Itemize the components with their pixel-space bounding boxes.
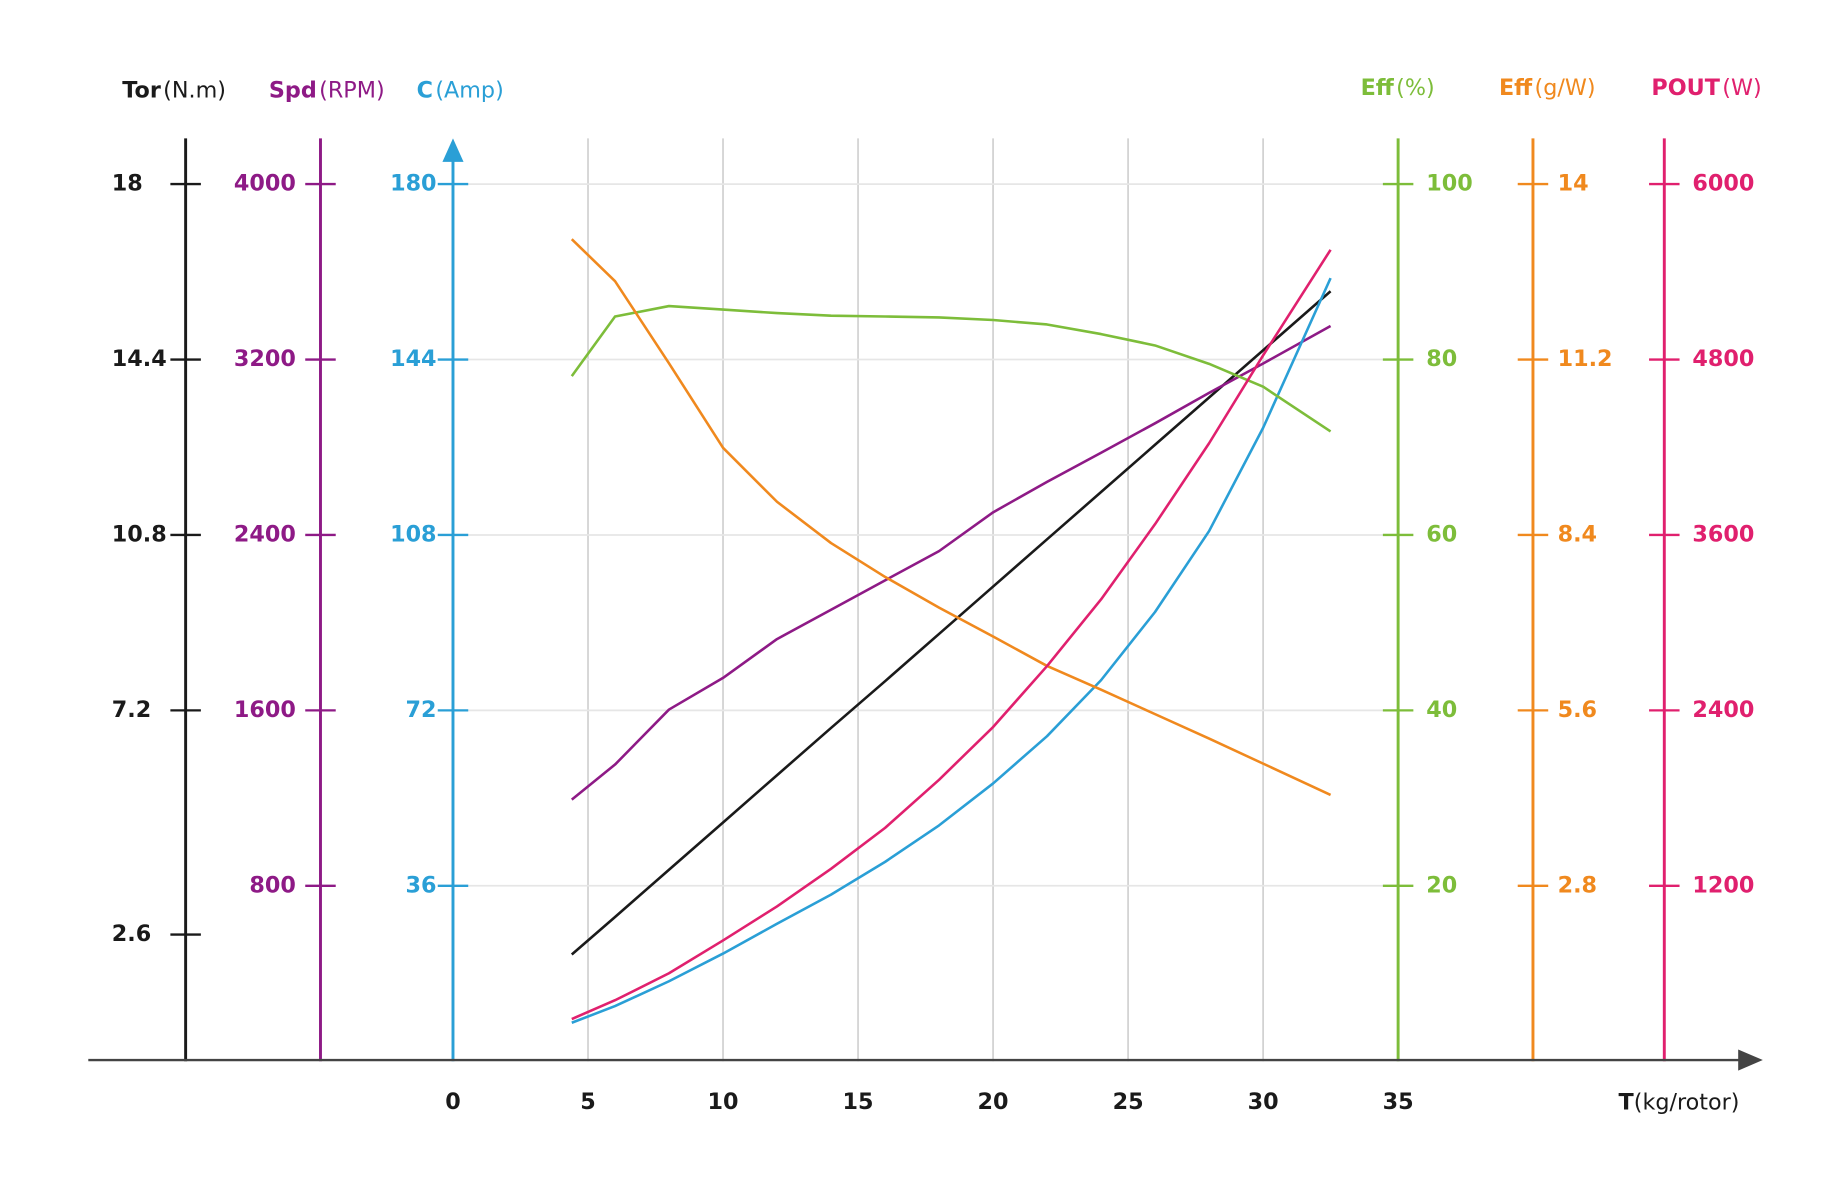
x-axis-title: T(kg/rotor) [1619,1089,1740,1115]
y-tick-label: 60 [1426,521,1457,547]
series-line [570,304,1332,433]
y-tick-label: 10.8 [112,521,167,547]
y-tick-label: 1200 [1692,872,1754,898]
y-tick-label: 8.4 [1558,521,1597,547]
x-tick-label: 5 [580,1089,596,1115]
y-tick-label: 7.2 [112,697,151,723]
series-line [570,238,1332,797]
y-tick-label: 14 [1558,171,1589,197]
y-tick-label: 2.6 [112,921,151,947]
y-tick-label: 18 [112,171,143,197]
axis-title-name: Eff [1499,74,1533,100]
axis-title-unit: (N.m) [163,77,226,103]
y-tick-label: 144 [390,346,436,372]
axis-title-unit: (g/W) [1535,74,1596,100]
y-tick-label: 11.2 [1558,346,1613,372]
y-tick-label: 5.6 [1558,697,1597,723]
axis-title-name: C [417,77,433,103]
y-tick-label: 36 [406,872,437,898]
y-tick-label: 80 [1426,346,1457,372]
y-tick-label: 1600 [234,697,296,723]
y-tick-label: 3600 [1692,521,1754,547]
y-tick-label: 14.4 [112,346,167,372]
y-tick-label: 4000 [234,171,296,197]
axis-title-unit: (W) [1722,74,1761,100]
axis-title: POUT (W) [1651,74,1761,100]
series-line [570,290,1332,956]
axis-title-name: Eff [1361,74,1395,100]
y-tick-label: 800 [249,872,295,898]
axis-title-unit: (%) [1396,74,1435,100]
series-line [571,277,1332,1024]
x-tick-label: 30 [1248,1089,1279,1115]
y-tick-label: 108 [390,521,436,547]
y-tick-label: 2.8 [1558,872,1597,898]
y-tick-label: 2400 [234,521,296,547]
axis-arrow [442,138,464,162]
x-axis-title-unit: (kg/rotor) [1634,1089,1740,1115]
x-tick-label: 35 [1383,1089,1414,1115]
y-tick-label: 72 [406,697,437,723]
x-tick-label: 25 [1113,1089,1144,1115]
axis-title: C (Amp) [417,77,504,103]
axis-title-unit: (RPM) [319,77,384,103]
axis-title: Tor (N.m) [122,77,226,103]
series-line [570,324,1332,801]
axis-title: Eff (%) [1361,74,1435,100]
x-axis-title-name: T [1619,1089,1635,1115]
y-tick-label: 4800 [1692,346,1754,372]
y-tick-label: 2400 [1692,697,1754,723]
y-tick-label: 100 [1426,171,1472,197]
x-axis-arrow [1738,1049,1763,1071]
x-tick-label: 20 [978,1089,1009,1115]
x-tick-label: 0 [445,1089,461,1115]
axis-title-name: Tor [122,77,161,103]
y-tick-label: 3200 [234,346,296,372]
y-tick-label: 20 [1426,872,1457,898]
axis-title: Eff (g/W) [1499,74,1596,100]
y-tick-label: 180 [390,171,436,197]
axis-title-name: POUT [1651,74,1720,100]
x-tick-label: 10 [708,1089,739,1115]
axis-title-name: Spd [269,77,317,103]
axis-title-unit: (Amp) [435,77,503,103]
y-tick-label: 40 [1426,697,1457,723]
x-tick-label: 15 [843,1089,874,1115]
y-tick-label: 6000 [1692,171,1754,197]
series-line [571,249,1332,1021]
axis-title: Spd (RPM) [269,77,385,103]
